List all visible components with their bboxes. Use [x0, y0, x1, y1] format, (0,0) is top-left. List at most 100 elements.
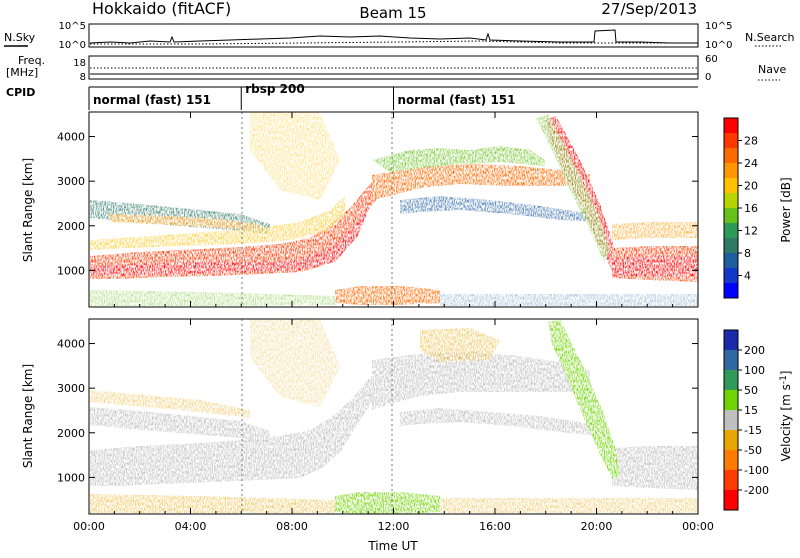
- colorbar-tick-label: -50: [744, 444, 762, 457]
- colorbar-swatch: [724, 133, 738, 149]
- colorbar-swatch: [724, 330, 738, 351]
- freq-right-tick-top: 60: [705, 54, 718, 65]
- date-title: 27/Sep/2013: [601, 0, 697, 18]
- power-descending-band-glow: [536, 114, 610, 262]
- y-tick-label: 2000: [57, 427, 85, 440]
- power-y-axis: 1000 2000 3000 4000: [57, 131, 698, 277]
- freq-right-label: Nave: [758, 63, 786, 76]
- colorbar-tick-label: 24: [744, 157, 758, 170]
- power-colorbar-title: Power [dB]: [779, 177, 793, 242]
- colorbar-frame: [723, 329, 739, 511]
- colorbar-swatch: [724, 163, 738, 179]
- noise-panel-frame: [88, 23, 699, 48]
- colorbar-swatch: [724, 350, 738, 371]
- velocity-orange-scatter: [420, 328, 500, 362]
- y-tick-label: 1000: [57, 264, 85, 277]
- power-wide-band: [90, 196, 345, 250]
- velocity-upper-band: [90, 407, 270, 441]
- noise-right-label: N.Search: [745, 31, 795, 44]
- velocity-ground-scatter-late: [440, 498, 698, 513]
- freq-left-tick-top: 18: [73, 58, 86, 69]
- colorbar-tick-label: 200: [744, 344, 765, 357]
- colorbar-tick-label: 15: [744, 404, 758, 417]
- noise-left-tick-bottom: 10^0: [59, 40, 86, 51]
- power-late-band: [372, 164, 590, 200]
- colorbar-tick-label: -15: [744, 424, 762, 437]
- colorbar-tick-label: 16: [744, 202, 758, 215]
- colorbar-swatch: [724, 208, 738, 224]
- power-colorbar: 28 24 20 16 12 8 4: [723, 117, 758, 299]
- freq-left-tick-bottom: 8: [80, 72, 86, 83]
- colorbar-tick-label: 100: [744, 364, 765, 377]
- velocity-colorbar: 200 100 50 15 -15 -50 -100 -200: [723, 329, 769, 511]
- velocity-x-axis: 00:00 04:00 08:00 12:00 16:00 20:00 00:00: [73, 319, 714, 533]
- noise-left-label: N.Sky: [4, 31, 36, 44]
- time-axis-label: Time UT: [367, 539, 418, 553]
- cpid-segment-label: normal (fast) 151: [93, 93, 211, 107]
- x-tick-label: 08:00: [276, 520, 308, 533]
- colorbar-tick-label: 12: [744, 225, 758, 238]
- y-tick-label: 4000: [57, 338, 85, 351]
- velocity-colorbar-title: Velocity [m s-1]: [779, 371, 793, 462]
- velocity-final-band: [612, 446, 698, 490]
- cpid-segment-label: normal (fast) 151: [398, 93, 516, 107]
- colorbar-tick-label: 4: [744, 270, 751, 283]
- x-tick-label: 04:00: [175, 520, 207, 533]
- colorbar-swatch: [724, 370, 738, 391]
- cpid-segments: normal (fast) 151 rbsp 200 normal (fast) 1…: [88, 82, 516, 110]
- power-ground-band: [335, 286, 440, 305]
- velocity-y-axis: 1000 2000 3000 4000: [57, 338, 698, 484]
- power-mid-band: [400, 196, 600, 222]
- colorbar-swatch: [724, 470, 738, 491]
- y-tick-label: 4000: [57, 131, 85, 144]
- freq-left-label-2: [MHz]: [6, 66, 38, 79]
- colorbar-tick-label: -100: [744, 464, 769, 477]
- colorbar-swatch: [724, 238, 738, 254]
- colorbar-swatch: [724, 148, 738, 164]
- velocity-ground-band: [335, 492, 440, 514]
- colorbar-swatch: [724, 178, 738, 194]
- velocity-upper-orange: [90, 390, 250, 418]
- velocity-mid-band: [400, 408, 600, 436]
- cpid-segment-label: rbsp 200: [245, 82, 304, 96]
- power-main-band: [90, 175, 388, 279]
- power-x-axis: [88, 112, 699, 307]
- power-ground-scatter: [90, 290, 335, 306]
- colorbar-swatch: [724, 253, 738, 269]
- y-tick-label: 3000: [57, 382, 85, 395]
- cpid-label: CPID: [6, 86, 35, 99]
- power-upper-band-core: [110, 214, 260, 230]
- colorbar-swatch: [724, 390, 738, 411]
- velocity-main-band: [90, 375, 388, 486]
- noise-right-tick-bottom: 10^0: [705, 40, 732, 51]
- noise-sky-line: [89, 29, 698, 44]
- freq-right-tick-bottom: 0: [705, 72, 711, 83]
- x-tick-label: 00:00: [682, 520, 714, 533]
- velocity-ground-scatter: [90, 494, 335, 513]
- y-tick-label: 1000: [57, 471, 85, 484]
- colorbar-swatch: [724, 430, 738, 451]
- beam-title: Beam 15: [359, 4, 426, 22]
- power-main-band-core: [90, 206, 370, 275]
- x-tick-label: 00:00: [73, 520, 105, 533]
- colorbar-tick-label: 20: [744, 180, 758, 193]
- colorbar-swatch: [724, 118, 738, 134]
- colorbar-swatch: [724, 490, 738, 511]
- colorbar-swatch: [724, 193, 738, 209]
- colorbar-swatch: [724, 283, 738, 299]
- noise-right-tick-top: 10^5: [705, 21, 732, 32]
- x-tick-label: 12:00: [378, 520, 410, 533]
- velocity-descending-band: [548, 320, 620, 478]
- colorbar-tick-label: 8: [744, 247, 751, 260]
- power-high-scatter: [250, 112, 340, 200]
- x-tick-label: 16:00: [479, 520, 511, 533]
- colorbar-tick-label: -200: [744, 484, 769, 497]
- noise-search-line: [90, 40, 698, 45]
- power-ylabel: Slant Range [km]: [21, 158, 35, 262]
- noise-left-tick-top: 10^5: [59, 21, 86, 32]
- station-title: Hokkaido (fitACF): [92, 0, 231, 18]
- colorbar-tick-label: 50: [744, 384, 758, 397]
- power-late-band-green: [372, 146, 545, 172]
- power-final-band-green: [612, 222, 698, 240]
